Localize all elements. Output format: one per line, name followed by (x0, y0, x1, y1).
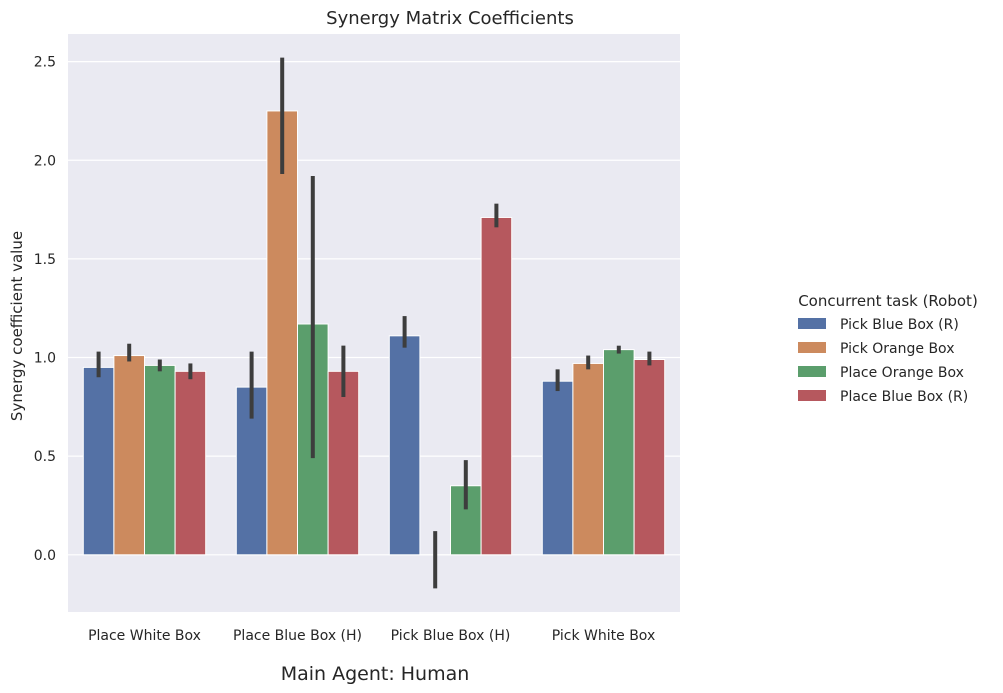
x-axis-label: Main Agent: Human (281, 663, 470, 685)
bar (113, 355, 146, 556)
bar (82, 366, 115, 556)
y-tick-label: 0.5 (34, 449, 56, 465)
legend-swatch (798, 318, 826, 329)
legend: Concurrent task (Robot) Pick Blue Box (R… (798, 292, 978, 405)
legend-title: Concurrent task (Robot) (798, 292, 978, 310)
x-tick-label: Pick White Box (552, 628, 655, 644)
legend-entry: Place Blue Box (R) (840, 389, 968, 405)
bar (266, 110, 298, 556)
bar (388, 335, 421, 556)
bar (633, 358, 666, 556)
x-tick-label: Pick Blue Box (H) (391, 628, 511, 644)
legend-entry: Pick Blue Box (R) (840, 317, 959, 333)
x-tick-label: Place Blue Box (H) (233, 628, 362, 644)
y-tick-label: 1.0 (34, 351, 56, 367)
legend-swatch (798, 342, 826, 353)
y-tick-labels: 0.0 0.5 1.0 1.5 2.0 2.5 (34, 55, 56, 564)
bar (541, 380, 574, 556)
y-axis-label: Synergy coefficient value (8, 231, 26, 421)
x-tick-labels: Place White Box Place Blue Box (H) Pick Bl… (88, 628, 655, 644)
x-tick-label: Place White Box (88, 628, 201, 644)
bar (603, 349, 635, 556)
error-bars (96, 57, 652, 589)
chart-title: Synergy Matrix Coefficients (326, 8, 574, 29)
legend-swatch (798, 366, 826, 377)
legend-entry: Place Orange Box (840, 365, 964, 381)
bar (174, 370, 207, 556)
y-tick-label: 2.5 (34, 55, 56, 71)
legend-entry: Pick Orange Box (840, 341, 954, 357)
y-tick-label: 1.5 (34, 252, 56, 268)
bar (144, 364, 176, 556)
bars (82, 110, 666, 556)
y-tick-label: 0.0 (34, 548, 56, 564)
y-tick-label: 2.0 (34, 153, 56, 169)
bar (572, 362, 605, 556)
bar (327, 370, 360, 556)
bar (480, 216, 513, 556)
legend-swatch (798, 390, 826, 401)
